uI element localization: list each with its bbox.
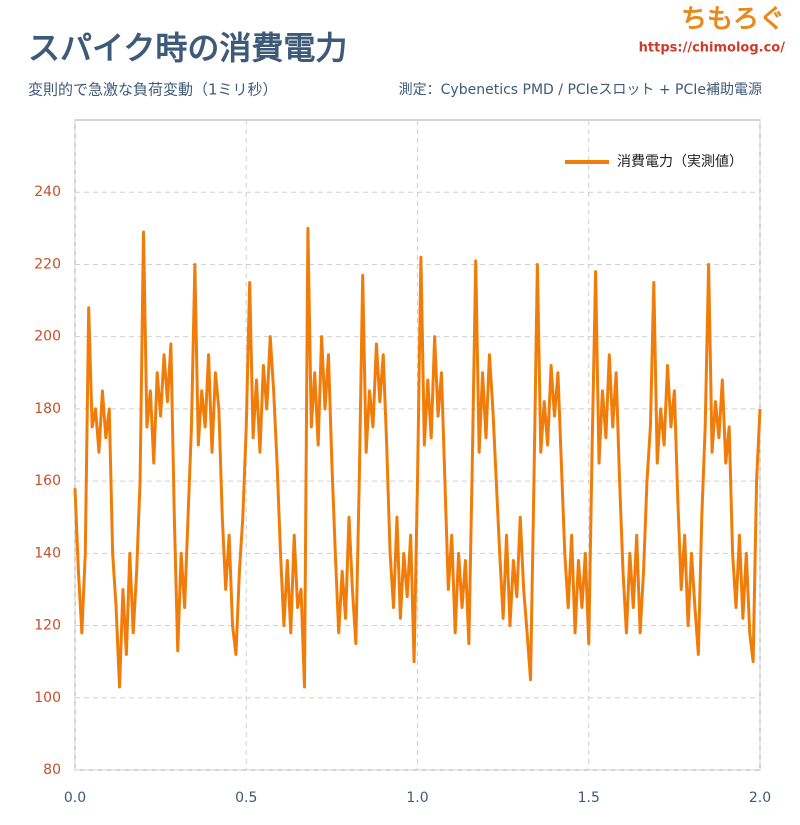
x-tick-label: 1.0 <box>406 790 428 806</box>
y-tick-label: 140 <box>34 545 61 561</box>
chart-subtitle: 変則的で急激な負荷変動（1ミリ秒） <box>28 81 278 99</box>
x-tick-label: 0.0 <box>64 790 86 806</box>
x-tick-label: 0.5 <box>235 790 257 806</box>
plot <box>73 226 762 689</box>
y-tick-label: 100 <box>34 690 61 706</box>
legend-label: 消費電力（実測値） <box>617 154 743 170</box>
y-tick-label: 160 <box>34 473 61 489</box>
y-tick-label: 80 <box>43 762 61 778</box>
y-tick-label: 180 <box>34 401 61 417</box>
y-tick-label: 200 <box>34 329 61 345</box>
y-tick-label: 220 <box>34 256 61 272</box>
logo-url: https://chimolog.co/ <box>639 41 786 56</box>
chart-title: スパイク時の消費電力 <box>28 29 347 67</box>
y-tick-label: 120 <box>34 618 61 634</box>
x-tick-label: 2.0 <box>749 790 771 806</box>
logo: ちもろぐ <box>681 5 785 35</box>
line-series <box>73 226 762 689</box>
y-tick-label: 240 <box>34 184 61 200</box>
source-note: 測定：Cybenetics PMD / PCIeスロット + PCIe補助電源 <box>399 82 762 98</box>
x-tick-label: 1.5 <box>578 790 600 806</box>
